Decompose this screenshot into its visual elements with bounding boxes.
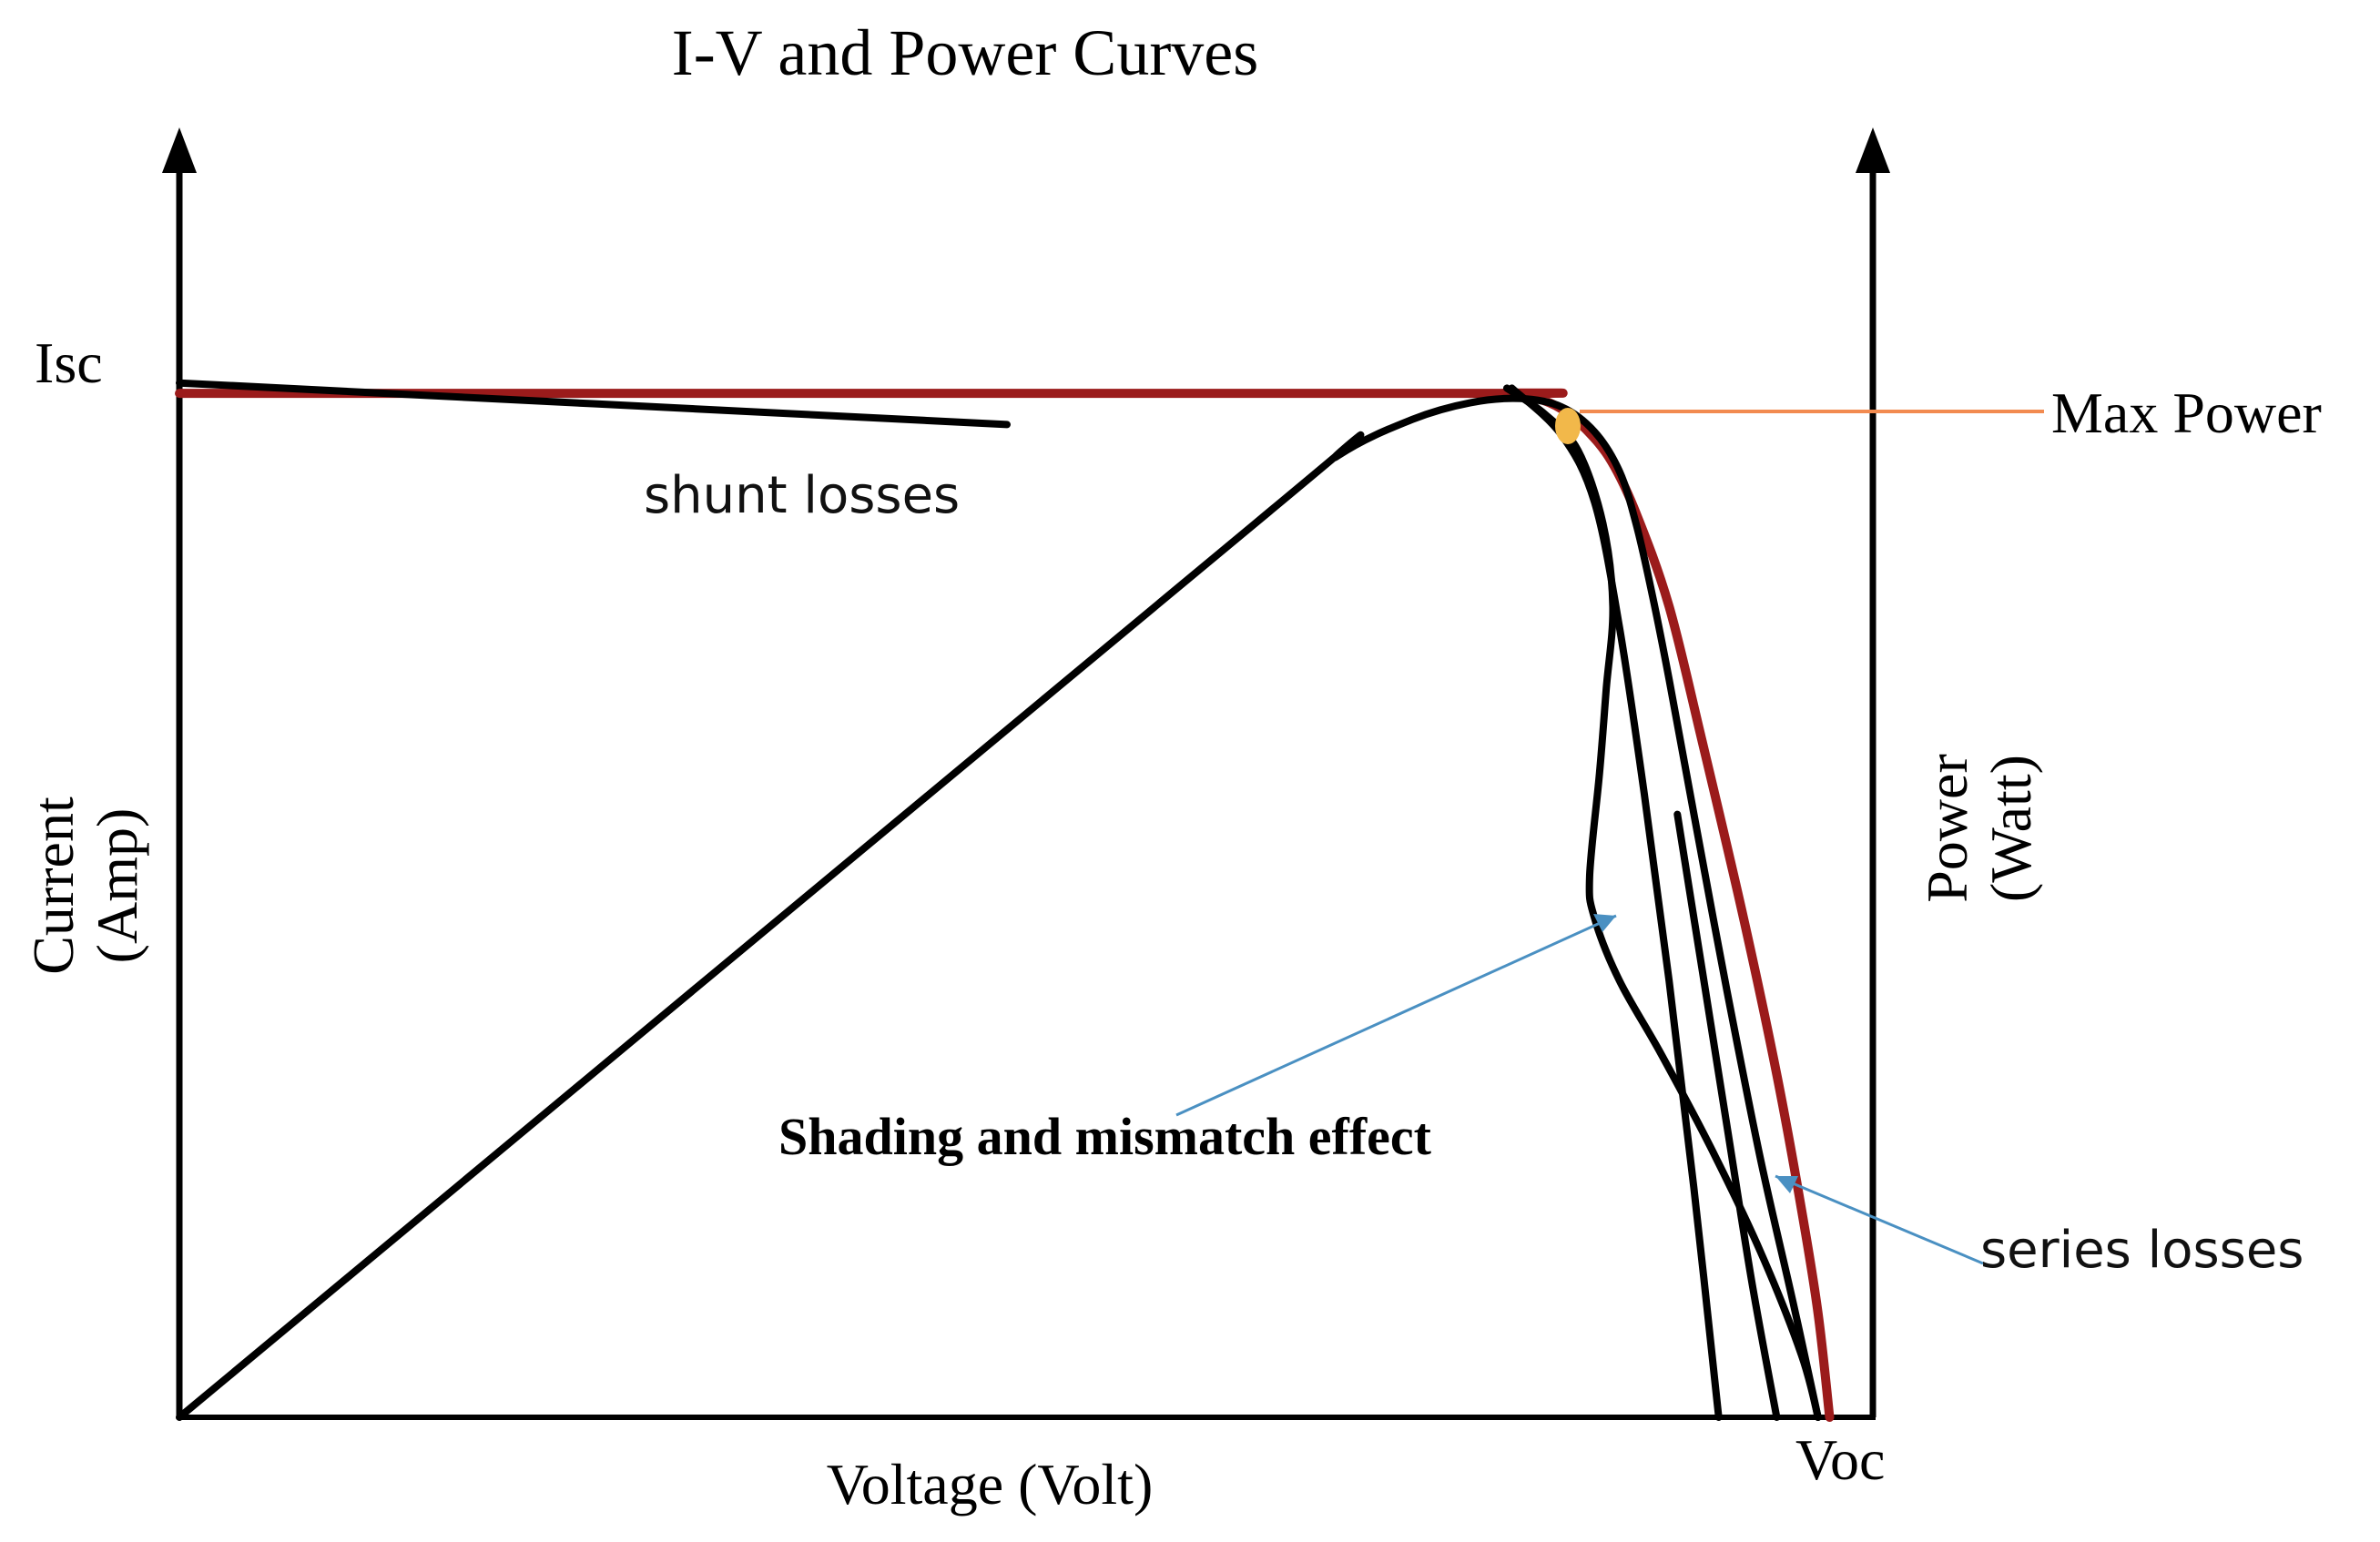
y-axis-left-label: Current (Amp): [21, 796, 149, 975]
y-axis-left-label-line2: (Amp): [85, 808, 149, 964]
shunt-losses-label: shunt losses: [644, 466, 960, 525]
series-shading-and-mismatch-effect: [1503, 384, 1822, 1421]
axes: [162, 127, 1890, 1420]
series-i-v-curve: [175, 388, 1835, 1422]
isc-label: Isc: [35, 330, 103, 395]
y-axis-left-label-line1: Current: [21, 796, 86, 975]
series-losses-label: series losses: [1980, 1221, 2304, 1280]
voc-label: Voc: [1795, 1427, 1885, 1492]
series-series-losses-a: [1508, 384, 1723, 1421]
shading-arrow-head: [1593, 914, 1616, 932]
series-series-losses-b: [1673, 810, 1781, 1421]
x-axis-label: Voltage (Volt): [827, 1452, 1154, 1517]
series-layer: [175, 379, 1835, 1422]
annotation-leaders: [1175, 408, 2044, 1265]
series-arrow-head: [1775, 1176, 1798, 1193]
shading-mismatch-label: Shading and mismatch effect: [778, 1107, 1432, 1166]
chart-title: I-V and Power Curves: [672, 16, 1259, 89]
y-axis-right-label-line1: Power: [1915, 754, 1979, 903]
series-power-curve: [176, 394, 1822, 1421]
y-axis-right-arrow: [1856, 127, 1890, 173]
series-shunt-losses: [176, 379, 1011, 429]
max-power-label: Max Power: [2051, 380, 2322, 445]
series-arrow-line: [1775, 1174, 1984, 1265]
y-axis-right-label-line2: (Watt): [1978, 755, 2043, 902]
y-axis-left-arrow: [162, 127, 197, 173]
max-power-point: [1555, 408, 1581, 444]
y-axis-right-label: Power (Watt): [1915, 754, 2043, 903]
shading-arrow-line: [1175, 914, 1617, 1117]
